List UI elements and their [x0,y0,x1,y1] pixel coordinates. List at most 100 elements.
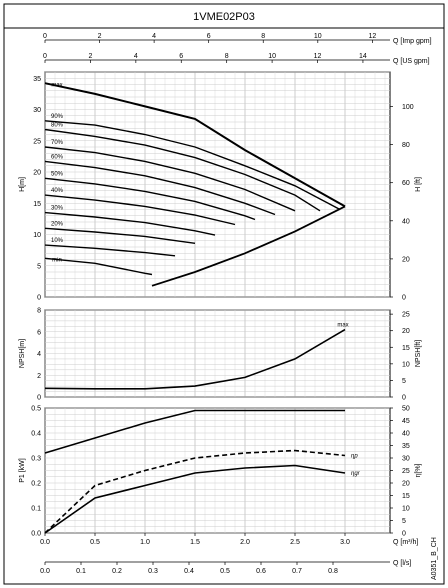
q-m3h-tick-label: 0.5 [90,539,100,546]
hq-curve-10% [44,244,176,257]
eff-right-tick-label: 20 [402,481,410,488]
q-m3h-tick-label: 1.5 [190,539,200,546]
hq-curve-label: 50% [51,171,64,177]
q-ls-tick-label: 0.0 [40,568,50,575]
npsh-ytick-label: 2 [37,373,41,380]
hq-curve-label: 60% [51,154,64,160]
hq-curve-label: 10% [51,238,64,244]
power-ytick-label: 0.0 [31,531,41,538]
hq-right-tick-label: 20 [402,256,410,263]
chart-code: A0351_B_CH [431,537,438,580]
hq-curve-label: 70% [51,140,64,146]
us-gpm-tick-label: 14 [359,53,367,60]
us-gpm-tick-label: 0 [43,53,47,60]
us-gpm-tick-label: 6 [179,53,183,60]
npsh-ytick-label: 0 [37,395,41,402]
power-ytick-label: 0.2 [31,481,41,488]
hq-curve-label: min [52,257,62,263]
imp-gpm-tick-label: 10 [314,33,322,40]
imp-gpm-axis-label: Q [Imp gpm] [393,38,432,45]
eff-right-tick-label: 50 [402,406,410,413]
hq-curve-label: 20% [51,221,64,227]
hq-ytick-label: 30 [33,107,41,114]
hq-curve-30% [44,211,216,236]
q-m3h-tick-label: 2.5 [290,539,300,546]
hq-curve-label: 80% [51,123,64,129]
npsh-curve [44,328,346,390]
npsh-ylabel-right: NPSH[ft] [415,340,422,367]
eff-right-tick-label: 15 [402,493,410,500]
us-gpm-tick-label: 8 [225,53,229,60]
hq-ytick-label: 25 [33,138,41,145]
q-ls-tick-label: 0.2 [112,568,122,575]
q-m3h-tick-label: 0.0 [40,539,50,546]
hq-right-tick-label: 0 [402,295,406,302]
us-gpm-tick-label: 2 [88,53,92,60]
eff-right-tick-label: 25 [402,468,410,475]
q-m3h-tick-label: 2.0 [240,539,250,546]
power-curve-2 [44,464,346,534]
us-gpm-tick-label: 10 [268,53,276,60]
npsh-right-tick-label: 20 [402,328,410,335]
hq-curve-min [44,257,153,276]
q-ls-axis-label: Q [l/s] [393,560,411,567]
eff-right-tick-label: 40 [402,431,410,438]
eff-right-tick-label: 10 [402,506,410,513]
eff-ylabel-right: η[%] [415,463,422,477]
imp-gpm-tick-label: 8 [261,33,265,40]
hq-curve-50% [44,177,256,221]
hq-curve-label: 30% [51,206,64,212]
hq-right-tick-label: 40 [402,218,410,225]
q-ls-tick-label: 0.1 [76,568,86,575]
q-ls-tick-label: 0.3 [148,568,158,575]
hq-ylabel-right: H [ft] [415,177,422,192]
hq-curve-label: 90% [51,114,64,120]
hq-curve-20% [44,227,196,244]
us-gpm-axis-label: Q [US gpm] [393,58,430,65]
q-ls-tick-label: 0.8 [328,568,338,575]
hq-curve-80% [44,128,321,212]
hq-ytick-label: 10 [33,232,41,239]
hq-ytick-label: 35 [33,76,41,83]
eff-curve-label: ηp [351,454,358,460]
imp-gpm-tick-label: 12 [368,33,376,40]
chart-title: 1VME02P03 [193,11,255,23]
eff-right-tick-label: 30 [402,456,410,463]
imp-gpm-tick-label: 4 [152,33,156,40]
npsh-curve-label: max [337,323,348,329]
q-m3h-tick-label: 3.0 [340,539,350,546]
q-ls-tick-label: 0.6 [256,568,266,575]
npsh-right-tick-label: 25 [402,312,410,319]
eff-right-tick-label: 0 [402,531,406,538]
npsh-right-tick-label: 15 [402,345,410,352]
hq-boundary-curve [151,205,346,287]
npsh-ytick-label: 4 [37,351,41,358]
power-ylabel-left: P1 [kW] [19,458,26,483]
hq-ytick-label: 5 [37,263,41,270]
hq-curve-label: 40% [51,188,64,194]
imp-gpm-tick-label: 0 [43,33,47,40]
us-gpm-tick-label: 12 [314,53,322,60]
hq-curve-max [44,82,346,208]
hq-curve-label: max [51,82,62,88]
q-ls-tick-label: 0.4 [184,568,194,575]
hq-ytick-label: 15 [33,201,41,208]
hq-curve-70% [44,146,296,212]
npsh-right-tick-label: 5 [402,378,406,385]
npsh-right-tick-label: 0 [402,395,406,402]
imp-gpm-tick-label: 6 [207,33,211,40]
npsh-right-tick-label: 10 [402,361,410,368]
hq-ylabel-left: H[m] [19,177,26,192]
hq-curve-90% [44,120,341,211]
hq-right-tick-label: 100 [402,104,414,111]
power-ytick-label: 0.4 [31,431,41,438]
eff-right-tick-label: 35 [402,443,410,450]
hq-right-tick-label: 80 [402,142,410,149]
power-ytick-label: 0.1 [31,506,41,513]
eff-right-tick-label: 5 [402,518,406,525]
imp-gpm-tick-label: 2 [98,33,102,40]
npsh-ylabel-left: NPSH[m] [19,339,26,368]
q-m3h-axis-label: Q [m³/h] [393,539,418,546]
power-curve-1 [44,449,346,534]
